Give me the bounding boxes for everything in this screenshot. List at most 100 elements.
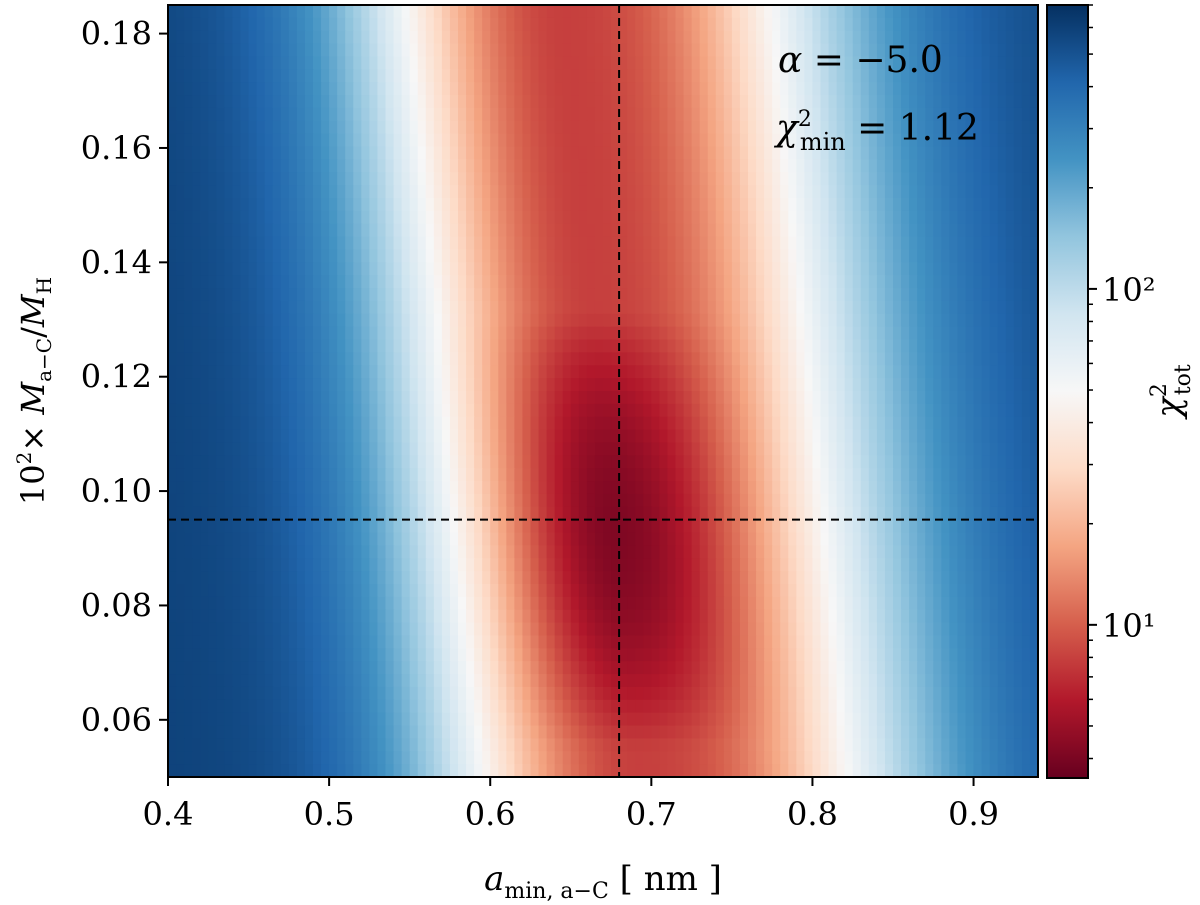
heatmap-cell <box>933 30 943 45</box>
heatmap-cell <box>707 30 717 45</box>
heatmap-cell <box>522 43 532 58</box>
heatmap-cell <box>256 95 266 109</box>
heatmap-cell <box>957 5 967 19</box>
heatmap-cell <box>280 172 290 186</box>
heatmap-cell <box>965 120 975 135</box>
heatmap-cell <box>369 223 379 238</box>
heatmap-cell <box>168 532 177 547</box>
heatmap-cell <box>377 185 387 199</box>
heatmap-cell <box>852 56 862 71</box>
heatmap-cell <box>272 519 282 534</box>
heatmap-cell <box>586 352 596 367</box>
heatmap-cell <box>981 339 991 354</box>
heatmap-cell <box>562 185 572 199</box>
heatmap-cell <box>909 326 918 341</box>
heatmap-cell <box>280 442 290 457</box>
heatmap-cell <box>474 69 483 83</box>
heatmap-cell <box>353 262 363 276</box>
heatmap-cell <box>731 442 741 457</box>
heatmap-cell <box>917 95 927 109</box>
heatmap-cell <box>611 326 620 341</box>
heatmap-cell <box>651 275 661 289</box>
heatmap-cell <box>1021 532 1031 547</box>
heatmap-cell <box>748 339 757 354</box>
heatmap-cell <box>852 378 862 392</box>
heatmap-cell <box>554 288 564 302</box>
heatmap-cell <box>627 95 637 109</box>
heatmap-cell <box>699 198 709 212</box>
heatmap-cell <box>715 120 725 135</box>
heatmap-cell <box>1005 455 1015 469</box>
heatmap-cell <box>240 210 250 225</box>
heatmap-cell <box>466 159 475 174</box>
heatmap-cell <box>852 545 862 560</box>
heatmap-cell <box>715 391 725 405</box>
heatmap-cell <box>788 468 798 482</box>
heatmap-cell <box>232 275 242 289</box>
heatmap-cell <box>538 275 548 289</box>
heatmap-cell <box>981 506 991 521</box>
heatmap-cell <box>562 442 572 457</box>
heatmap-cell <box>691 365 701 379</box>
heatmap-cell <box>594 146 604 161</box>
heatmap-cell <box>409 416 419 431</box>
heatmap-cell <box>522 210 532 225</box>
heatmap-cell <box>288 288 298 302</box>
heatmap-cell <box>272 391 282 405</box>
heatmap-cell <box>603 236 612 251</box>
heatmap-cell <box>804 262 814 276</box>
heatmap-cell <box>748 30 757 45</box>
heatmap-cell <box>989 120 999 135</box>
heatmap-cell <box>1021 236 1031 251</box>
heatmap-cell <box>756 107 765 122</box>
heatmap-cell <box>586 275 596 289</box>
heatmap-cell <box>699 300 709 315</box>
heatmap-cell <box>739 236 749 251</box>
heatmap-cell <box>570 365 580 379</box>
heatmap-cell <box>748 532 757 547</box>
heatmap-cell <box>377 300 387 315</box>
heatmap-cell <box>538 339 548 354</box>
heatmap-cell <box>957 56 967 71</box>
heatmap-cell <box>482 545 492 560</box>
heatmap-cell <box>925 584 935 598</box>
heatmap-cell <box>707 558 717 572</box>
heatmap-cell <box>667 5 677 19</box>
heatmap-cell <box>748 5 757 19</box>
heatmap-cell <box>288 210 298 225</box>
heatmap-cell <box>699 584 709 598</box>
heatmap-cell <box>643 82 653 96</box>
heatmap-cell <box>844 339 854 354</box>
heatmap-cell <box>1021 185 1031 199</box>
heatmap-cell <box>1021 403 1031 418</box>
heatmap-cell <box>667 313 677 328</box>
heatmap-cell <box>860 56 870 71</box>
heatmap-cell <box>570 172 580 186</box>
heatmap-cell <box>739 365 749 379</box>
heatmap-cell <box>659 288 669 302</box>
heatmap-cell <box>748 326 757 341</box>
heatmap-cell <box>506 519 516 534</box>
heatmap-cell <box>748 455 757 469</box>
heatmap-cell <box>788 30 798 45</box>
heatmap-cell <box>232 506 242 521</box>
heatmap-cell <box>651 5 661 19</box>
heatmap-cell <box>893 56 902 71</box>
heatmap-cell <box>490 172 500 186</box>
heatmap-cell <box>748 545 757 560</box>
heatmap-cell <box>272 596 282 611</box>
heatmap-cell <box>627 339 637 354</box>
heatmap-cell <box>659 506 669 521</box>
heatmap-cell <box>401 532 411 547</box>
heatmap-cell <box>353 403 363 418</box>
heatmap-cell <box>522 481 532 495</box>
heatmap-cell <box>1021 275 1031 289</box>
heatmap-cell <box>578 262 588 276</box>
heatmap-cell <box>780 468 790 482</box>
heatmap-cell <box>248 442 258 457</box>
heatmap-cell <box>216 95 226 109</box>
heatmap-cell <box>256 378 266 392</box>
heatmap-cell <box>852 223 862 238</box>
heatmap-cell <box>425 210 435 225</box>
heatmap-cell <box>1029 198 1038 212</box>
